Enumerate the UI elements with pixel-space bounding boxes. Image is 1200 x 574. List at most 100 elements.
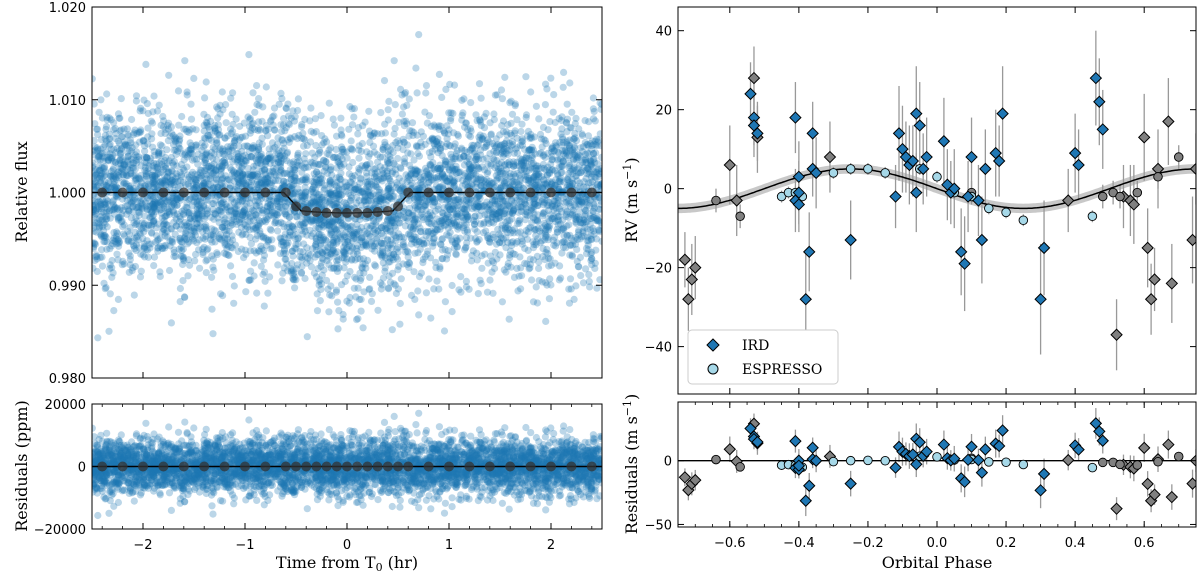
flux-point (291, 273, 299, 281)
flux-point (264, 289, 272, 297)
flux-point (165, 168, 173, 176)
flux-point (572, 219, 581, 227)
flux-point (513, 158, 521, 166)
flux-point (153, 174, 161, 182)
flux-point (227, 262, 235, 270)
flux-point (476, 176, 484, 184)
flux-point (433, 277, 441, 285)
flux-point (244, 142, 252, 150)
flux-point (244, 164, 252, 173)
flux-point (478, 175, 486, 183)
flux-point (156, 268, 164, 276)
flux-point (125, 268, 133, 276)
flux-point (492, 192, 500, 201)
flux-point (217, 167, 225, 175)
flux-point (104, 197, 112, 205)
flux-point (501, 197, 509, 205)
flux-point (559, 224, 568, 232)
flux-point (126, 170, 135, 178)
flux-point (409, 225, 417, 233)
flux-point (222, 201, 230, 209)
flux-point (440, 204, 448, 212)
flux-point (487, 130, 495, 138)
flux-point (280, 144, 288, 152)
flux-point (219, 198, 227, 206)
flux-point (230, 213, 238, 221)
flux-point (347, 191, 355, 199)
flux-point (569, 206, 577, 214)
flux-point (255, 95, 263, 103)
flux-point (369, 142, 378, 150)
flux-point (259, 270, 267, 279)
flux-point (463, 148, 471, 157)
flux-point (290, 180, 298, 189)
flux-point (274, 261, 282, 269)
flux-point (381, 120, 389, 128)
flux-point (493, 148, 501, 156)
flux-point (306, 117, 314, 125)
flux-point (342, 183, 350, 191)
flux-point (394, 181, 402, 189)
flux-point (356, 179, 364, 187)
flux-point (460, 152, 468, 160)
flux-point (483, 139, 491, 148)
flux-point (354, 124, 363, 132)
flux-point (565, 163, 573, 171)
flux-point (111, 237, 119, 245)
flux-point (492, 149, 501, 157)
flux-point (540, 199, 548, 207)
flux-point (527, 156, 535, 164)
flux-point (474, 290, 482, 298)
flux-point (247, 178, 255, 186)
flux-point (573, 153, 581, 161)
flux-point (248, 153, 256, 161)
flux-point (576, 200, 584, 208)
flux-point (177, 160, 185, 168)
flux-point (586, 283, 594, 291)
flux-point (295, 162, 303, 170)
flux-point (394, 154, 402, 163)
flux-point (105, 327, 113, 335)
flux-point (470, 169, 478, 177)
flux-point (363, 256, 372, 264)
flux-point (372, 262, 380, 270)
flux-point (473, 228, 481, 236)
flux-point (521, 216, 529, 224)
flux-point (443, 211, 452, 219)
flux-point (325, 99, 333, 107)
flux-point (93, 125, 102, 133)
flux-point (357, 295, 365, 303)
flux-point (518, 272, 526, 280)
flux-point (258, 167, 266, 175)
flux-point (569, 241, 577, 249)
flux-point (368, 178, 376, 186)
flux-point (512, 145, 520, 153)
flux-point (106, 172, 115, 180)
flux-point (97, 201, 105, 209)
flux-point (544, 163, 552, 171)
flux-point (230, 137, 239, 145)
flux-point (323, 276, 331, 285)
flux-point (392, 170, 400, 178)
flux-point (318, 132, 326, 140)
flux-point (518, 135, 526, 143)
flux-point (484, 205, 492, 213)
flux-point (513, 134, 521, 142)
flux-point (554, 213, 562, 221)
flux-point (498, 95, 506, 103)
flux-point (350, 105, 358, 113)
flux-point (247, 240, 255, 248)
flux-point (157, 178, 165, 186)
flux-point (289, 165, 297, 173)
flux-point (575, 125, 583, 133)
flux-point (183, 226, 191, 234)
flux-point (303, 333, 311, 341)
flux-point (227, 196, 235, 204)
flux-point (110, 171, 118, 179)
flux-point (388, 269, 397, 277)
flux-point (437, 241, 445, 249)
flux-point (323, 138, 331, 146)
flux-point (474, 203, 482, 211)
flux-point (140, 137, 148, 145)
flux-point (210, 150, 218, 158)
